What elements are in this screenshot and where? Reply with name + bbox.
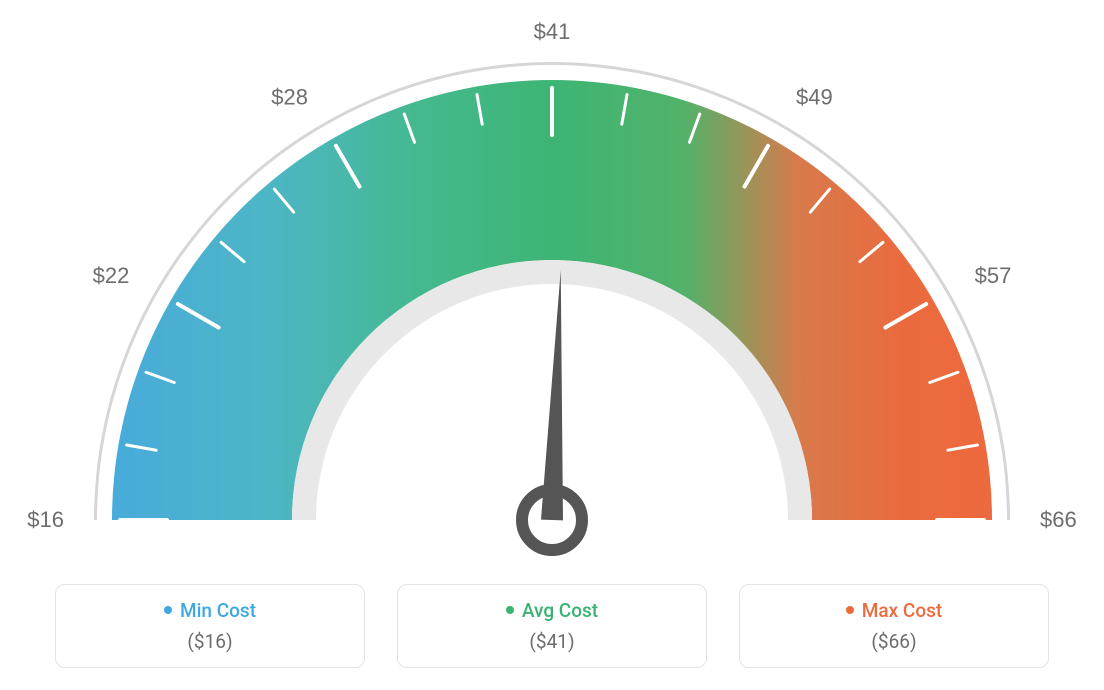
legend-value-avg: ($41) (398, 630, 706, 653)
legend-row: Min Cost ($16) Avg Cost ($41) Max Cost (… (0, 584, 1104, 668)
legend-title-avg: Avg Cost (398, 599, 706, 622)
svg-text:$57: $57 (975, 263, 1012, 288)
legend-dot-min (164, 606, 172, 614)
svg-text:$66: $66 (1040, 507, 1077, 532)
legend-title-min: Min Cost (56, 599, 364, 622)
cost-gauge-widget: $16 $22 $28 $41 $49 $57 $66 Min Cost ($16) Avg… (0, 0, 1104, 690)
svg-text:$41: $41 (534, 19, 571, 44)
legend-label-min: Min Cost (180, 599, 256, 622)
legend-label-avg: Avg Cost (522, 599, 598, 622)
legend-label-max: Max Cost (862, 599, 942, 622)
gauge-svg: $16 $22 $28 $41 $49 $57 $66 (0, 0, 1104, 570)
gauge-area: $16 $22 $28 $41 $49 $57 $66 (0, 0, 1104, 570)
legend-value-min: ($16) (56, 630, 364, 653)
svg-text:$28: $28 (271, 84, 308, 109)
legend-title-max: Max Cost (740, 599, 1048, 622)
legend-card-avg: Avg Cost ($41) (397, 584, 707, 668)
legend-card-max: Max Cost ($66) (739, 584, 1049, 668)
legend-value-max: ($66) (740, 630, 1048, 653)
svg-text:$49: $49 (796, 84, 833, 109)
legend-dot-max (846, 606, 854, 614)
legend-card-min: Min Cost ($16) (55, 584, 365, 668)
svg-text:$16: $16 (27, 507, 64, 532)
svg-text:$22: $22 (93, 263, 130, 288)
legend-dot-avg (506, 606, 514, 614)
